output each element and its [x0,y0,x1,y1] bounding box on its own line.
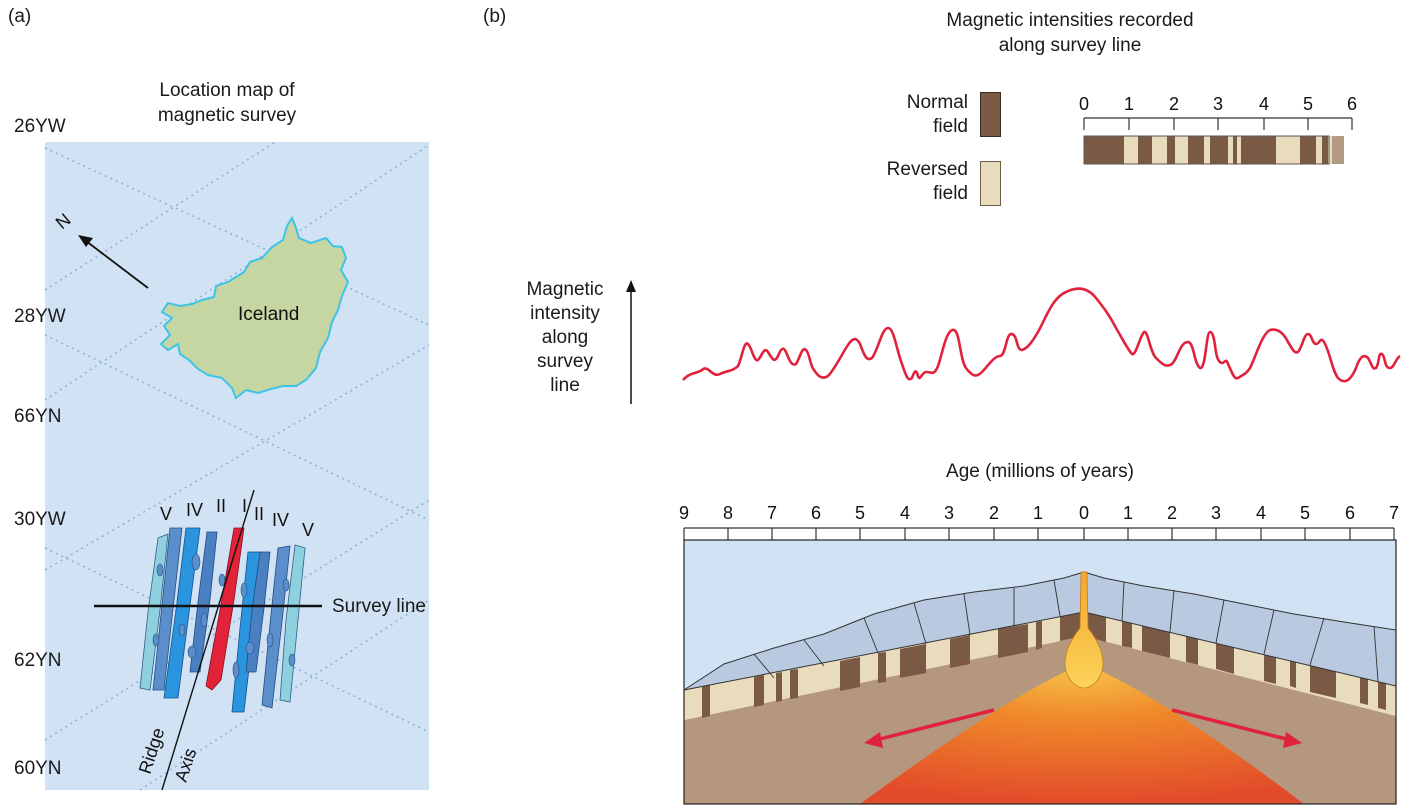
age-tick-2r: 2 [1167,503,1177,523]
age-tick-3l: 3 [944,503,954,523]
ridge-stripe [205,527,245,691]
legend-normal-line2: field [933,116,968,137]
lon-label-26w: 26YW [14,116,66,137]
age-tick-marks [683,527,1395,540]
fault-lines [753,579,1379,682]
cross-section: 9 8 7 6 5 4 3 2 1 0 1 2 3 4 5 6 7 [679,503,1399,805]
survey-line-label: Survey line [332,596,426,617]
stripe-label-v-right: V [302,520,314,540]
intensity-header: Magnetic intensities recorded along surv… [900,8,1240,58]
spreading-arrow-left-icon [864,708,995,748]
scale-tick-1: 1 [1124,94,1134,114]
scale-tick-5: 5 [1303,94,1313,114]
age-tick-1l: 1 [1033,503,1043,523]
age-tick-0: 0 [1079,503,1089,523]
intensity-label-line2: intensity [530,303,600,324]
rising-magma-plume [1064,571,1104,689]
age-tick-9l: 9 [679,503,689,523]
location-map: V IV II I II IV V Iceland N Ridge Axis [44,141,430,791]
legend-normal-swatch [980,92,1001,137]
intensity-header-line1: Magnetic intensities recorded [946,10,1194,31]
intensity-label-line4: survey [537,351,593,372]
intensity-profile [626,280,1401,404]
stripe-label-i: I [242,496,247,516]
legend-normal-label: Normal field [840,91,968,139]
legend-reversed-swatch [980,161,1001,206]
scale-tick-3: 3 [1213,94,1223,114]
intensity-axis-label: Magnetic intensity along survey line [505,278,625,398]
stripe-labels: V IV II I II IV V [160,496,314,540]
age-tick-5l: 5 [855,503,865,523]
map-title-line2: magnetic survey [157,105,297,126]
scale-tick-4: 4 [1259,94,1269,114]
legend-normal-line1: Normal [906,92,968,113]
stripe-label-v-left: V [160,504,172,524]
age-tick-1r: 1 [1123,503,1133,523]
north-arrow-icon [78,235,149,289]
crust-upper-layer [683,571,1397,691]
intensity-label-line3: along [541,327,589,348]
lat-label-66n: 66YN [14,406,62,427]
age-tick-6l: 6 [811,503,821,523]
age-tick-6r: 6 [1345,503,1355,523]
graticule-lines [44,141,430,791]
ridge-axis-line [161,489,255,791]
scale-tick-labels: 0 1 2 3 4 5 6 [1079,94,1357,114]
section-frame [683,539,1397,805]
legend-reversed-line1: Reversed [886,159,968,180]
age-tick-4l: 4 [900,503,910,523]
age-tick-7l: 7 [767,503,777,523]
up-arrow-icon [626,280,636,404]
age-tick-labels: 9 8 7 6 5 4 3 2 1 0 1 2 3 4 5 6 7 [679,503,1399,523]
stripe-scale-bar: 0 1 2 3 4 5 6 [1079,94,1357,165]
panel-a-letter: (a) [8,6,32,27]
map-title-line1: Location map of [159,80,295,101]
intensity-label-line5: line [550,375,580,396]
lat-label-62n: 62YN [14,650,62,671]
magnetic-intensity-curve [682,287,1401,383]
lon-label-30w: 30YW [14,509,66,530]
age-tick-4r: 4 [1256,503,1266,523]
spreading-arrow-right-icon [1171,708,1302,748]
magma-chamber [860,664,1304,804]
age-tick-7r: 7 [1389,503,1399,523]
panel-b-letter: (b) [483,6,507,27]
age-axis-title: Age (millions of years) [946,461,1134,482]
age-tick-3r: 3 [1211,503,1221,523]
lon-label-28w: 28YW [14,306,66,327]
age-tick-2l: 2 [989,503,999,523]
stripe-label-iv-right: IV [272,510,289,530]
intensity-header-line2: along survey line [998,35,1142,56]
iceland-label: Iceland [238,304,299,325]
stripe-label-ii-left: II [216,496,226,516]
age-tick-8l: 8 [723,503,733,523]
iceland-landmass [159,215,350,400]
scale-tick-6: 6 [1347,94,1357,114]
anomaly-stripes [139,527,306,713]
age-tick-5r: 5 [1300,503,1310,523]
scale-tick-2: 2 [1169,94,1179,114]
scale-tick-0: 0 [1079,94,1089,114]
legend-reversed-label: Reversed field [840,158,968,206]
stripe-label-iv-left: IV [186,500,203,520]
legend-reversed-line2: field [933,183,968,204]
map-title: Location map of magnetic survey [112,78,342,128]
lat-label-60n: 60YN [14,758,62,779]
intensity-label-line1: Magnetic [526,279,604,300]
stripe-label-ii-right: II [254,504,264,524]
